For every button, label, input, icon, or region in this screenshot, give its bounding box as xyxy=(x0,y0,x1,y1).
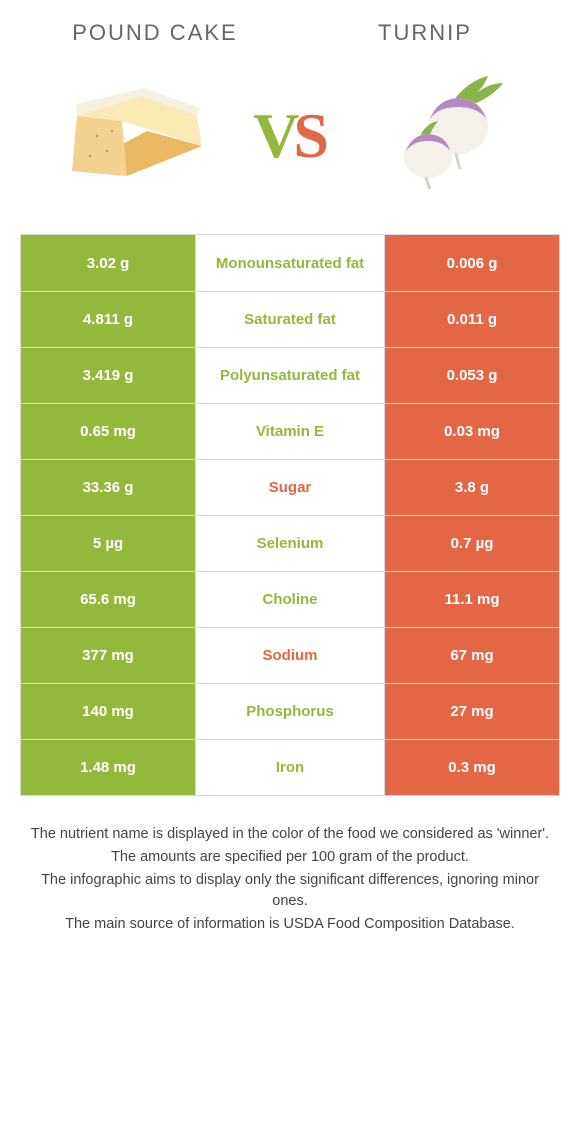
value-left: 3.02 g xyxy=(21,235,195,291)
nutrient-table: 3.02 gMonounsaturated fat0.006 g4.811 gS… xyxy=(20,234,560,796)
value-right: 0.011 g xyxy=(385,292,559,347)
value-left: 0.65 mg xyxy=(21,404,195,459)
vs-s: S xyxy=(293,100,327,171)
title-right: TURNIP xyxy=(290,20,560,46)
note-line: The amounts are specified per 100 gram o… xyxy=(24,847,556,868)
value-left: 140 mg xyxy=(21,684,195,739)
value-left: 5 µg xyxy=(21,516,195,571)
notes: The nutrient name is displayed in the co… xyxy=(20,824,560,935)
nutrient-label: Sodium xyxy=(195,628,385,683)
note-line: The nutrient name is displayed in the co… xyxy=(24,824,556,845)
nutrient-label: Vitamin E xyxy=(195,404,385,459)
nutrient-label: Monounsaturated fat xyxy=(195,235,385,291)
value-left: 33.36 g xyxy=(21,460,195,515)
value-right: 0.7 µg xyxy=(385,516,559,571)
vs-v: V xyxy=(253,100,297,171)
value-left: 377 mg xyxy=(21,628,195,683)
table-row: 33.36 gSugar3.8 g xyxy=(21,459,559,515)
table-row: 0.65 mgVitamin E0.03 mg xyxy=(21,403,559,459)
nutrient-label: Polyunsaturated fat xyxy=(195,348,385,403)
value-left: 3.419 g xyxy=(21,348,195,403)
note-line: The main source of information is USDA F… xyxy=(24,914,556,935)
nutrient-label: Iron xyxy=(195,740,385,795)
value-right: 11.1 mg xyxy=(385,572,559,627)
value-right: 27 mg xyxy=(385,684,559,739)
table-row: 1.48 mgIron0.3 mg xyxy=(21,739,559,795)
nutrient-label: Saturated fat xyxy=(195,292,385,347)
value-left: 65.6 mg xyxy=(21,572,195,627)
table-row: 3.02 gMonounsaturated fat0.006 g xyxy=(21,235,559,291)
nutrient-label: Choline xyxy=(195,572,385,627)
table-row: 4.811 gSaturated fat0.011 g xyxy=(21,291,559,347)
title-left: POUND CAKE xyxy=(20,20,290,46)
value-right: 0.053 g xyxy=(385,348,559,403)
table-row: 5 µgSelenium0.7 µg xyxy=(21,515,559,571)
titles: POUND CAKE TURNIP xyxy=(20,20,560,46)
nutrient-label: Selenium xyxy=(195,516,385,571)
table-row: 140 mgPhosphorus27 mg xyxy=(21,683,559,739)
table-row: 65.6 mgCholine11.1 mg xyxy=(21,571,559,627)
value-right: 67 mg xyxy=(385,628,559,683)
value-right: 0.03 mg xyxy=(385,404,559,459)
value-right: 0.3 mg xyxy=(385,740,559,795)
table-row: 377 mgSodium67 mg xyxy=(21,627,559,683)
table-row: 3.419 gPolyunsaturated fat0.053 g xyxy=(21,347,559,403)
turnip-icon xyxy=(327,71,560,201)
value-right: 3.8 g xyxy=(385,460,559,515)
vs-label: VS xyxy=(253,99,327,173)
value-right: 0.006 g xyxy=(385,235,559,291)
value-left: 4.811 g xyxy=(21,292,195,347)
note-line: The infographic aims to display only the… xyxy=(24,870,556,912)
nutrient-label: Sugar xyxy=(195,460,385,515)
nutrient-label: Phosphorus xyxy=(195,684,385,739)
pound-cake-icon xyxy=(20,76,253,196)
value-left: 1.48 mg xyxy=(21,740,195,795)
hero: VS xyxy=(20,56,560,216)
